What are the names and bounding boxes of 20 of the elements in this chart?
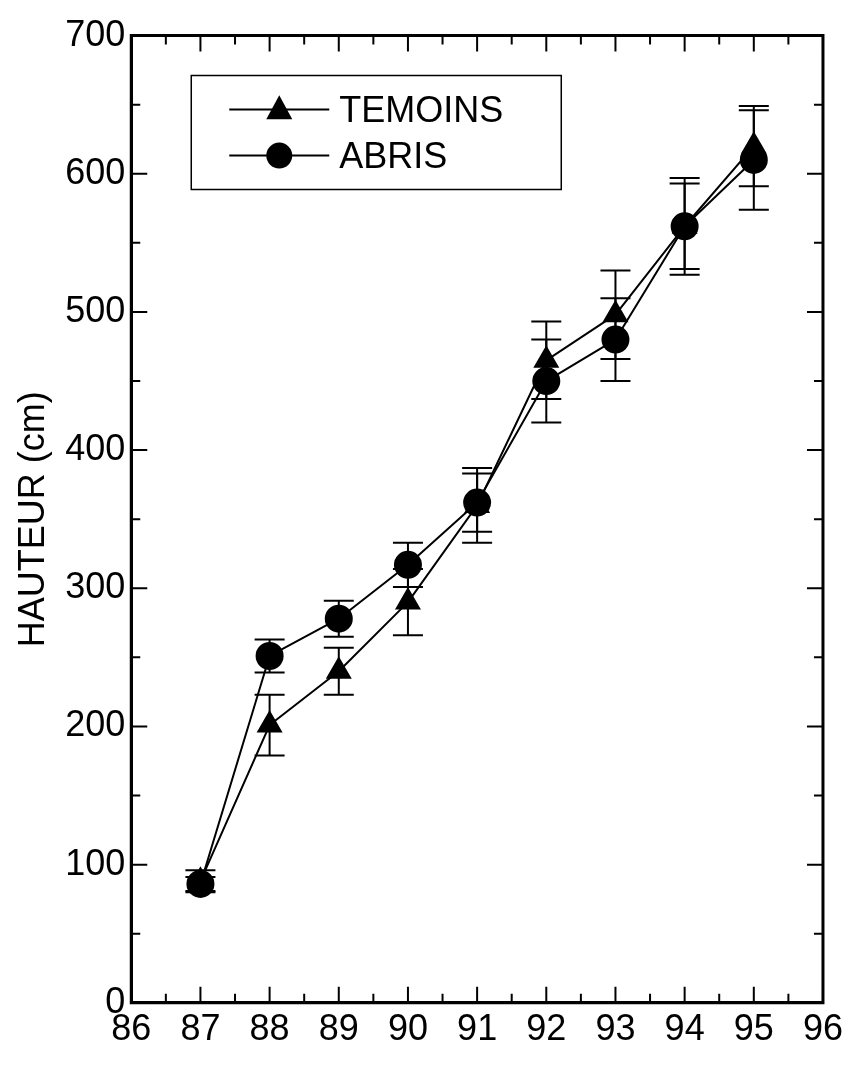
x-tick-label: 94	[664, 1007, 705, 1049]
x-tick-label: 91	[457, 1007, 498, 1049]
y-axis-title: HAUTEUR (cm)	[10, 391, 52, 648]
x-tick-label: 95	[733, 1007, 774, 1049]
y-tick-label: 200	[65, 703, 126, 745]
x-tick-label: 88	[249, 1007, 290, 1049]
legend-label: TEMOINS	[339, 88, 504, 130]
x-tick-label: 92	[526, 1007, 567, 1049]
y-tick-label: 100	[65, 841, 126, 883]
y-tick-label: 300	[65, 565, 126, 607]
y-tick-label: 500	[65, 288, 126, 330]
y-tick-label: 700	[65, 12, 126, 54]
x-tick-label: 96	[802, 1007, 843, 1049]
x-tick-label: 93	[595, 1007, 636, 1049]
y-tick-label: 600	[65, 150, 126, 192]
x-tick-label: 89	[318, 1007, 359, 1049]
x-tick-label: 87	[180, 1007, 221, 1049]
x-tick-label: 90	[387, 1007, 428, 1049]
legend-label: ABRIS	[339, 134, 448, 176]
y-tick-label: 400	[65, 427, 126, 469]
